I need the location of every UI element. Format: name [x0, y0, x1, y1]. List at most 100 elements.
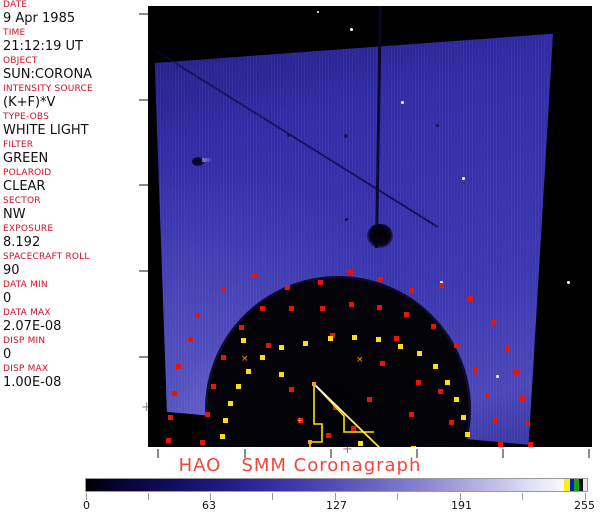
axis-tick-left-5: [139, 356, 148, 358]
colorbar-stripe-green: [574, 479, 579, 491]
coronagraph-image[interactable]: × × +: [148, 6, 592, 447]
colorbar-tick-1: [148, 493, 149, 500]
marker-dot-red: [348, 270, 353, 275]
axis-tick-bottom-3: [330, 449, 332, 458]
star-point: [567, 281, 570, 284]
marker-dot-red: [505, 346, 510, 351]
meta-key-type-obs: TYPE-OBS: [3, 112, 50, 122]
meta-key-sector: SECTOR: [3, 196, 41, 206]
meta-key-spacecraft-roll: SPACECRAFT ROLL: [3, 252, 90, 262]
marker-dot-red: [266, 343, 271, 348]
marker-dot-red: [176, 364, 181, 369]
marker-dot-yellow: [241, 338, 246, 343]
marker-dot-red: [528, 442, 533, 447]
marker-dot-red: [221, 287, 226, 292]
marker-dot-red: [439, 283, 444, 288]
metadata-sidebar: DATE 9 Apr 1985 TIME 21:12:19 UT OBJECT …: [0, 0, 140, 450]
colorbar-gradient: [85, 478, 588, 492]
meta-value-date: 9 Apr 1985: [3, 11, 76, 26]
meta-key-intensity-source: INTENSITY SOURCE: [3, 84, 93, 94]
colorbar-tick-63: [210, 493, 211, 500]
colorbar[interactable]: 0 63 127 191 255: [83, 478, 595, 512]
meta-field-filter: FILTER GREEN: [0, 140, 140, 166]
marker-dot-red: [205, 412, 210, 417]
marker-dot-red: [380, 361, 385, 366]
colorbar-label-255: 255: [574, 499, 595, 512]
detector-speck: [287, 134, 290, 137]
pylon-blob: [367, 224, 393, 248]
meta-field-data-min: DATA MIN 0: [0, 280, 140, 306]
colorbar-stripe-black: [579, 479, 583, 491]
colorbar-tick-0: [86, 493, 87, 500]
meta-key-polaroid: POLAROID: [3, 168, 52, 178]
meta-key-filter: FILTER: [3, 140, 34, 150]
marker-dot-red: [485, 393, 490, 398]
meta-field-spacecraft-roll: SPACECRAFT ROLL 90: [0, 252, 140, 278]
marker-dot-yellow: [279, 372, 284, 377]
marker-dot-red: [195, 313, 200, 318]
axis-tick-left-4: [139, 270, 148, 272]
marker-dot-red: [394, 336, 399, 341]
axis-tick-bottom-2: [244, 449, 246, 458]
marker-dot-red: [449, 420, 454, 425]
marker-dot-yellow: [220, 434, 225, 439]
meta-value-exposure: 8.192: [3, 235, 41, 250]
meta-value-type-obs: WHITE LIGHT: [3, 123, 89, 138]
meta-field-polaroid: POLAROID CLEAR: [0, 168, 140, 194]
meta-field-object: OBJECT SUN:CORONA: [0, 56, 140, 82]
colorbar-tick-2: [272, 493, 273, 500]
meta-value-polaroid: CLEAR: [3, 179, 46, 194]
meta-field-disp-max: DISP MAX 1.00E-08: [0, 364, 140, 390]
colorbar-stripe-blue: [570, 479, 574, 491]
meta-value-intensity-source: (K+F)*V: [3, 95, 56, 110]
marker-dot-yellow: [228, 401, 233, 406]
marker-dot-red: [454, 343, 459, 348]
marker-dot-red: [473, 368, 478, 373]
marker-dot-red: [330, 333, 335, 338]
marker-dot-red: [172, 391, 177, 396]
detector-speck: [436, 124, 439, 127]
marker-dot-red: [431, 324, 436, 329]
marker-dot-red: [514, 370, 519, 375]
meta-value-time: 21:12:19 UT: [3, 39, 83, 54]
marker-dot-red: [491, 320, 496, 325]
axis-tick-bottom-1: [157, 449, 159, 458]
marker-dot-red: [168, 415, 173, 420]
marker-dot-yellow: [328, 336, 333, 341]
meta-field-data-max: DATA MAX 2.07E-08: [0, 308, 140, 334]
marker-dot-red: [493, 418, 498, 423]
meta-key-object: OBJECT: [3, 56, 38, 66]
detector-speck: [344, 134, 348, 138]
dark-artifact-blob: [192, 157, 204, 166]
marker-dot-red: [409, 412, 414, 417]
marker-dot-yellow: [279, 345, 284, 350]
colorbar-stripe-white: [583, 479, 587, 491]
feature-outline-polygon[interactable]: [300, 380, 410, 447]
meta-key-disp-max: DISP MAX: [3, 364, 49, 374]
colorbar-label-0: 0: [83, 499, 90, 512]
meta-field-exposure: EXPOSURE 8.192: [0, 224, 140, 250]
marker-dot-red: [239, 325, 244, 330]
meta-key-exposure: EXPOSURE: [3, 224, 54, 234]
axis-tick-bottom-5: [502, 449, 504, 458]
meta-field-type-obs: TYPE-OBS WHITE LIGHT: [0, 112, 140, 138]
marker-dot-yellow: [303, 341, 308, 346]
colorbar-tick-191: [460, 493, 461, 500]
marker-x-left: ×: [241, 354, 249, 364]
marker-dot-red: [166, 438, 171, 443]
meta-key-data-min: DATA MIN: [3, 280, 48, 290]
marker-dot-red: [404, 312, 409, 317]
axis-tick-left-3: [139, 184, 148, 186]
star-point: [462, 177, 465, 180]
marker-dot-red: [260, 306, 265, 311]
axis-tick-bottom-6: [588, 449, 590, 458]
marker-dot-red: [520, 396, 525, 401]
marker-dot-red: [326, 433, 331, 438]
marker-dot-red: [351, 426, 356, 431]
axis-tick-bottom-4: [416, 449, 418, 458]
marker-dot-red: [221, 355, 226, 360]
marker-dot-yellow: [352, 335, 357, 340]
marker-x-right: ×: [356, 355, 364, 365]
meta-value-data-min: 0: [3, 291, 12, 306]
